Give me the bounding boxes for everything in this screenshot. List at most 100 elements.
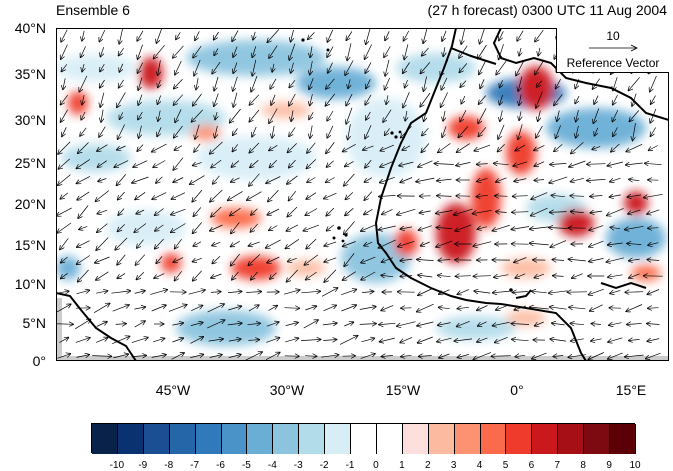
wind-vector	[326, 224, 335, 231]
wind-vector	[473, 352, 492, 359]
wind-vector	[207, 320, 225, 329]
wind-vector	[403, 62, 410, 74]
wind-vector	[436, 240, 453, 247]
wind-vector	[478, 44, 487, 59]
wind-vector	[553, 356, 564, 357]
wind-vector	[418, 225, 432, 231]
wind-vector	[530, 207, 548, 216]
wind-vector	[77, 191, 90, 200]
wind-vector	[499, 80, 502, 88]
wind-vector	[644, 163, 662, 164]
wind-vector	[193, 45, 202, 58]
reference-vector-box: 10 Reference Vector	[556, 28, 669, 73]
wind-vector	[627, 324, 642, 325]
wind-vector	[190, 337, 203, 344]
wind-vector	[609, 323, 622, 326]
wind-vector	[176, 32, 181, 39]
wind-vector	[628, 77, 640, 90]
colorbar-tick-label: -7	[190, 460, 200, 471]
colorbar-swatch	[610, 424, 636, 454]
wind-vector	[383, 109, 392, 123]
wind-vector	[443, 110, 445, 121]
wind-vector	[511, 226, 530, 230]
wind-vector	[326, 160, 334, 168]
wind-vector	[270, 78, 277, 89]
wind-vector	[554, 94, 563, 105]
colorbar-swatch	[584, 424, 611, 454]
wind-vector	[117, 124, 125, 140]
wind-vector	[137, 144, 144, 152]
wind-vector	[289, 43, 296, 61]
wind-vector	[79, 75, 88, 92]
wind-vector	[608, 275, 623, 277]
colorbar-tick-label: 3	[450, 460, 457, 471]
wind-vector	[326, 78, 335, 89]
wind-vector	[512, 339, 529, 340]
wind-vector	[118, 208, 125, 216]
colorbar-tick-label: -8	[164, 460, 174, 471]
wind-vector	[326, 207, 335, 216]
wind-vector	[569, 307, 586, 309]
wind-vector	[98, 179, 107, 182]
wind-vector	[379, 195, 396, 196]
wind-vector	[134, 307, 145, 309]
wind-vector	[629, 110, 640, 121]
wind-vector	[405, 79, 408, 88]
wind-vector	[515, 355, 526, 356]
wind-vector	[76, 255, 90, 265]
wind-vector	[607, 352, 623, 359]
wind-vector	[628, 209, 641, 214]
wind-vector	[492, 291, 510, 293]
wind-vector	[99, 126, 106, 138]
wind-vector	[519, 111, 521, 120]
wind-vector	[442, 30, 447, 42]
wind-vector	[248, 340, 259, 341]
wind-vector	[549, 228, 568, 229]
wind-vector	[212, 256, 221, 263]
wind-vector	[366, 111, 371, 120]
wind-vector	[175, 60, 182, 75]
wind-vector	[496, 177, 507, 182]
wind-vector	[500, 110, 503, 121]
wind-vector	[399, 161, 414, 166]
wind-vector	[156, 256, 163, 263]
wind-vector	[613, 77, 618, 91]
wind-vector	[61, 44, 68, 60]
wind-vector	[536, 91, 543, 109]
wind-vector	[458, 126, 469, 137]
wind-vector	[323, 340, 337, 341]
wind-vector	[267, 29, 280, 42]
wind-vector	[420, 92, 431, 107]
wind-vector	[61, 64, 68, 71]
wind-vector	[418, 288, 433, 296]
wind-vector	[327, 29, 334, 42]
wind-vector	[651, 95, 656, 105]
wind-vector	[171, 192, 186, 200]
wind-vector	[227, 191, 243, 200]
wind-vector	[345, 208, 354, 215]
wind-vector	[461, 28, 466, 44]
wind-vector	[250, 223, 259, 232]
wind-vector	[196, 78, 198, 90]
wind-vector	[612, 109, 619, 122]
wind-vector	[477, 337, 488, 342]
y-tick-label: 25°N	[14, 155, 46, 171]
wind-vector	[555, 125, 561, 138]
wind-vector	[517, 30, 524, 41]
wind-vector	[364, 191, 373, 201]
colorbar-swatch	[558, 424, 585, 454]
wind-vector	[344, 322, 353, 327]
wind-vector	[650, 108, 657, 123]
wind-vector	[233, 46, 238, 58]
wind-vector	[570, 339, 584, 341]
wind-vector	[192, 189, 203, 202]
colorbar-tick-label: 8	[580, 460, 586, 471]
wind-vector	[100, 92, 105, 108]
wind-vector	[289, 127, 296, 136]
wind-vector	[438, 289, 450, 295]
wind-vector	[193, 93, 202, 106]
wind-vector	[287, 258, 297, 261]
wind-vector	[499, 44, 504, 60]
map-svg	[56, 28, 669, 361]
wind-vector	[366, 28, 371, 45]
